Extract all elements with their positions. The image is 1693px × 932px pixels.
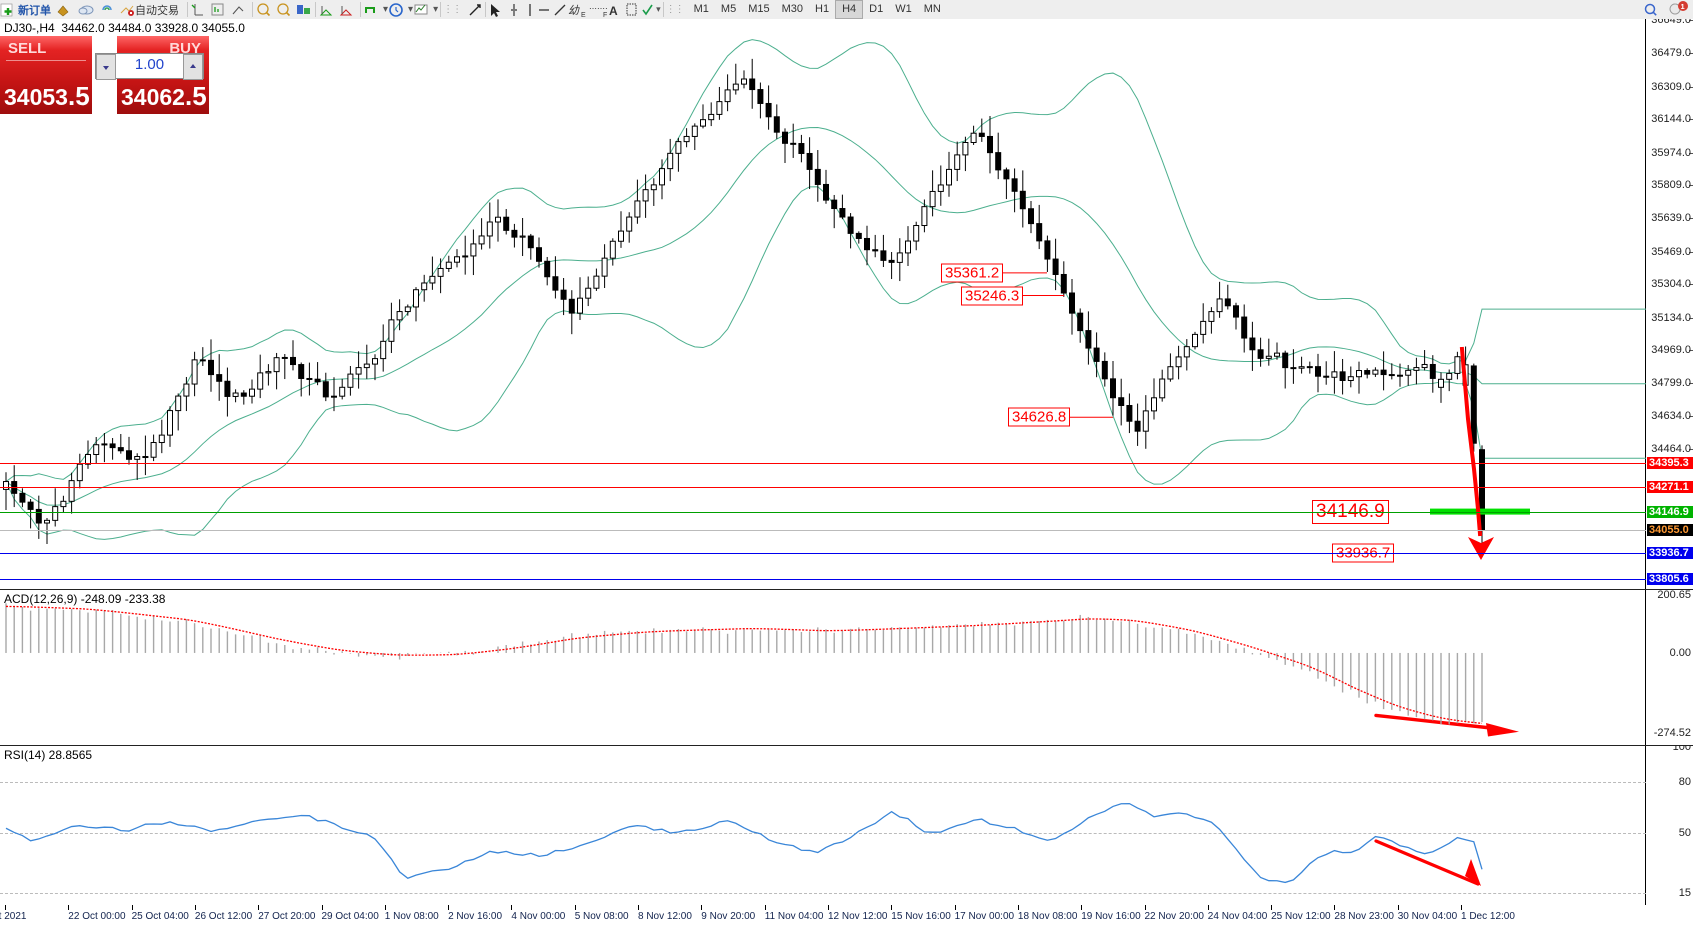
svg-text:幼: 幼 — [568, 4, 580, 17]
svg-text:F: F — [603, 12, 607, 18]
svg-text:A: A — [609, 4, 618, 18]
svg-text:E: E — [581, 12, 586, 18]
svg-text:1: 1 — [1681, 2, 1685, 11]
